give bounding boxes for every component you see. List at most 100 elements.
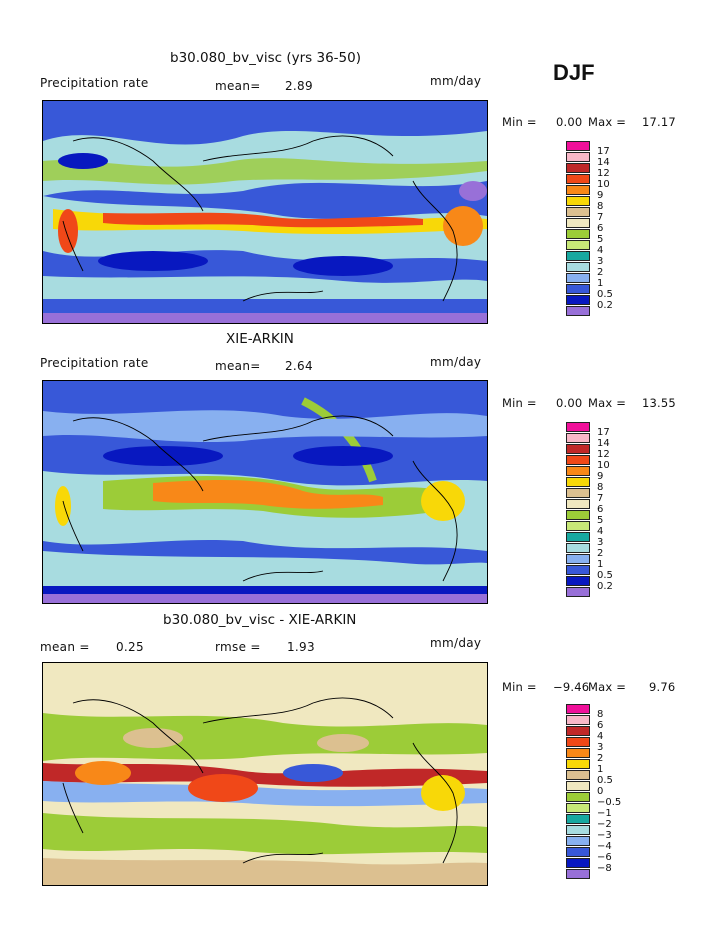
- panel-2-colorbar-label: 2: [597, 548, 604, 559]
- panel-2-colorbar-label: 17: [597, 427, 610, 438]
- panel-1-colorbar-swatch: [566, 284, 590, 294]
- panel-3-min-label: Min =: [502, 680, 537, 694]
- panel-3-colorbar-label: −4: [597, 841, 612, 852]
- panel-3-colorbar-swatch: [566, 737, 590, 747]
- panel-1-title: b30.080_bv_visc (yrs 36-50): [170, 50, 361, 66]
- panel-1-colorbar-label: 3: [597, 256, 604, 267]
- panel-3-colorbar-swatch: [566, 781, 590, 791]
- panel-3-colorbar-label: 0.5: [597, 775, 613, 786]
- panel-1-colorbar-swatch: [566, 196, 590, 206]
- panel-1-map: [42, 100, 488, 324]
- panel-3-colorbar-swatch: [566, 847, 590, 857]
- panel-3-rmse-value: 1.93: [287, 640, 315, 654]
- panel-1-colorbar-swatch: [566, 251, 590, 261]
- panel-3-colorbar-label: −8: [597, 863, 612, 874]
- panel-3-colorbar-swatch: [566, 726, 590, 736]
- panel-3-colorbar-label: −1: [597, 808, 612, 819]
- panel-2-mean-value: 2.64: [285, 359, 313, 373]
- panel-2-colorbar-label: 14: [597, 438, 610, 449]
- panel-3-max-label: Max =: [588, 680, 627, 694]
- panel-2-units: mm/day: [430, 355, 482, 369]
- panel-3-colorbar-label: −6: [597, 852, 612, 863]
- panel-2-colorbar-swatch: [566, 510, 590, 520]
- panel-1-mean-value: 2.89: [285, 79, 313, 93]
- panel-3-colorbar-swatch: [566, 770, 590, 780]
- panel-2-colorbar-label: 4: [597, 526, 604, 537]
- panel-1-colorbar-swatch: [566, 174, 590, 184]
- panel-2-colorbar-label: 0.2: [597, 581, 613, 592]
- panel-2-map: [42, 380, 488, 604]
- panel-1-colorbar-label: 1: [597, 278, 604, 289]
- panel-2-colorbar-swatch: [566, 565, 590, 575]
- panel-3-min-value: −9.46: [553, 680, 590, 694]
- panel-3-title: b30.080_bv_visc - XIE-ARKIN: [163, 612, 357, 628]
- panel-2-colorbar-label: 1: [597, 559, 604, 570]
- panel-1-colorbar-swatch: [566, 273, 590, 283]
- panel-2-colorbar-label: 0.5: [597, 570, 613, 581]
- panel-3-colorbar-swatch: [566, 814, 590, 824]
- panel-3-colorbar-label: 6: [597, 720, 604, 731]
- panel-1-colorbar-label: 14: [597, 157, 610, 168]
- panel-3-colorbar-label: −3: [597, 830, 612, 841]
- panel-1-colorbar-label: 12: [597, 168, 610, 179]
- panel-2-colorbar-label: 7: [597, 493, 604, 504]
- panel-1-colorbar-swatch: [566, 262, 590, 272]
- panel-3-colorbar-label: 3: [597, 742, 604, 753]
- panel-3-colorbar-swatch: [566, 858, 590, 868]
- panel-1-colorbar-swatch: [566, 185, 590, 195]
- panel-1-mean-label: mean=: [215, 79, 261, 93]
- panel-2-colorbar-swatch: [566, 521, 590, 531]
- panel-3-mean-value: 0.25: [116, 640, 144, 654]
- panel-1-colorbar-label: 9: [597, 190, 604, 201]
- panel-1-colorbar-swatch: [566, 229, 590, 239]
- panel-3-mean-label: mean =: [40, 640, 90, 654]
- panel-2-colorbar-swatch: [566, 477, 590, 487]
- panel-3-max-value: 9.76: [649, 680, 676, 694]
- panel-3-colorbar-swatch: [566, 836, 590, 846]
- panel-3-map: [42, 662, 488, 886]
- panel-2-colorbar-swatch: [566, 455, 590, 465]
- panel-1-colorbar-label: 4: [597, 245, 604, 256]
- panel-3-units: mm/day: [430, 636, 482, 650]
- panel-3-colorbar-swatch: [566, 869, 590, 879]
- panel-2-colorbar-swatch: [566, 422, 590, 432]
- panel-1-colorbar-swatch: [566, 295, 590, 305]
- panel-2-colorbar-label: 5: [597, 515, 604, 526]
- panel-3-colorbar-label: −0.5: [597, 797, 622, 808]
- season-label: DJF: [553, 60, 595, 85]
- panel-1-units: mm/day: [430, 74, 482, 88]
- panel-1-colorbar-swatch: [566, 207, 590, 217]
- panel-3-colorbar-swatch: [566, 803, 590, 813]
- panel-2-min-value: 0.00: [556, 396, 583, 410]
- panel-1-colorbar-label: 2: [597, 267, 604, 278]
- panel-2-colorbar-swatch: [566, 499, 590, 509]
- panel-3-colorbar-label: 4: [597, 731, 604, 742]
- panel-2-colorbar-swatch: [566, 543, 590, 553]
- panel-1-colorbar-swatch: [566, 240, 590, 250]
- panel-1-colorbar-swatch: [566, 163, 590, 173]
- panel-3-colorbar-label: 1: [597, 764, 604, 775]
- panel-2-colorbar-label: 6: [597, 504, 604, 515]
- panel-2-colorbar-label: 9: [597, 471, 604, 482]
- panel-2-colorbar-label: 10: [597, 460, 610, 471]
- panel-3-colorbar-label: 0: [597, 786, 604, 797]
- panel-1-colorbar-label: 10: [597, 179, 610, 190]
- panel-2-max-value: 13.55: [642, 396, 676, 410]
- panel-2-colorbar-swatch: [566, 587, 590, 597]
- panel-1-colorbar-label: 17: [597, 146, 610, 157]
- panel-1-max-label: Max =: [588, 115, 627, 129]
- panel-3-rmse-label: rmse =: [215, 640, 261, 654]
- panel-1-colorbar-swatch: [566, 141, 590, 151]
- panel-1-colorbar-label: 0.5: [597, 289, 613, 300]
- panel-3-colorbar-swatch: [566, 748, 590, 758]
- panel-3-colorbar-swatch: [566, 825, 590, 835]
- panel-2-colorbar-swatch: [566, 576, 590, 586]
- panel-2-colorbar-label: 8: [597, 482, 604, 493]
- panel-2-colorbar-swatch: [566, 466, 590, 476]
- panel-2-colorbar-swatch: [566, 554, 590, 564]
- panel-2-colorbar-swatch: [566, 433, 590, 443]
- panel-2-min-label: Min =: [502, 396, 537, 410]
- panel-1-colorbar-swatch: [566, 306, 590, 316]
- panel-3-colorbar-swatch: [566, 704, 590, 714]
- panel-1-colorbar-label: 0.2: [597, 300, 613, 311]
